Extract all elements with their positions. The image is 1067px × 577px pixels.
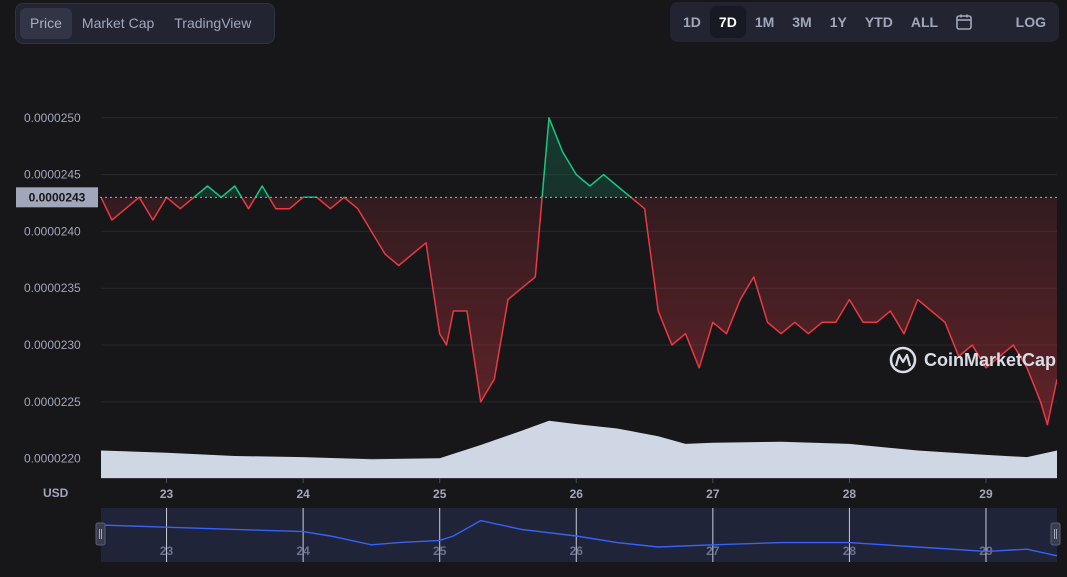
range-7d-button[interactable]: 7D bbox=[709, 6, 746, 38]
x-tick-label: 27 bbox=[706, 487, 720, 501]
y-tick-label: 0.0000250 bbox=[24, 111, 81, 125]
volume-shape bbox=[101, 420, 1057, 478]
current-price-badge bbox=[16, 187, 98, 208]
time-range-selector: 1D 7D 1M 3M 1Y YTD ALL LOG bbox=[670, 2, 1059, 42]
tab-price[interactable]: Price bbox=[20, 8, 72, 39]
tab-market-cap[interactable]: Market Cap bbox=[81, 15, 155, 31]
x-tick-label: 25 bbox=[433, 487, 447, 501]
watermark-text: CoinMarketCap bbox=[924, 350, 1056, 370]
y-tick-label: 0.0000240 bbox=[24, 224, 81, 238]
x-tick-label: 26 bbox=[570, 487, 584, 501]
calendar-icon[interactable] bbox=[947, 6, 981, 38]
y-tick-label: 0.0000220 bbox=[24, 452, 81, 466]
price-area-below bbox=[101, 197, 1057, 425]
coinmarketcap-logo-icon bbox=[889, 346, 917, 374]
range-navigator[interactable]: 23 24 25 26 27 28 29 bbox=[95, 508, 1061, 562]
y-tick-label: 0.0000235 bbox=[24, 281, 81, 295]
x-tick-label: 29 bbox=[979, 487, 993, 501]
price-line bbox=[101, 117, 1057, 426]
y-axis: 0.0000220 0.0000225 0.0000230 0.0000235 0.00… bbox=[24, 111, 81, 466]
navigator-tick-label: 25 bbox=[433, 544, 447, 558]
navigator-tick-label: 26 bbox=[570, 544, 584, 558]
navigator-tick-label: 24 bbox=[296, 544, 310, 558]
navigator-left-handle[interactable] bbox=[95, 522, 106, 546]
currency-label: USD bbox=[43, 486, 69, 500]
tab-tradingview[interactable]: TradingView bbox=[174, 15, 252, 31]
price-line-below bbox=[101, 197, 1057, 426]
watermark: CoinMarketCap bbox=[889, 346, 1056, 374]
price-area bbox=[101, 117, 1057, 425]
y-tick-label: 0.0000245 bbox=[24, 168, 81, 182]
navigator-background bbox=[101, 508, 1057, 562]
range-ytd-button[interactable]: YTD bbox=[864, 14, 893, 30]
x-axis: 23 24 25 26 27 28 29 USD bbox=[43, 478, 1057, 501]
volume-area bbox=[101, 420, 1057, 478]
range-all-button[interactable]: ALL bbox=[910, 14, 939, 30]
x-tick-label: 23 bbox=[160, 487, 174, 501]
navigator-tick-label: 23 bbox=[160, 544, 174, 558]
range-1y-button[interactable]: 1Y bbox=[829, 14, 847, 30]
x-tick-label: 24 bbox=[296, 487, 310, 501]
navigator-tick-label: 28 bbox=[843, 544, 857, 558]
log-scale-button[interactable]: LOG bbox=[1015, 14, 1046, 30]
range-1d-button[interactable]: 1D bbox=[683, 14, 701, 30]
range-3m-button[interactable]: 3M bbox=[792, 14, 812, 30]
navigator-line bbox=[100, 519, 1058, 557]
navigator-right-handle[interactable] bbox=[1050, 522, 1061, 546]
x-tick-label: 28 bbox=[843, 487, 857, 501]
chart-type-tabs: Price Market Cap TradingView bbox=[15, 3, 275, 44]
baseline: 0.0000243 bbox=[16, 187, 1057, 208]
price-line-above bbox=[101, 117, 633, 198]
price-area-above bbox=[101, 117, 1057, 198]
range-1m-button[interactable]: 1M bbox=[754, 14, 775, 30]
navigator-tick-label: 27 bbox=[706, 544, 720, 558]
y-tick-label: 0.0000230 bbox=[24, 338, 81, 352]
y-tick-label: 0.0000225 bbox=[24, 395, 81, 409]
current-price-label: 0.0000243 bbox=[29, 190, 86, 204]
